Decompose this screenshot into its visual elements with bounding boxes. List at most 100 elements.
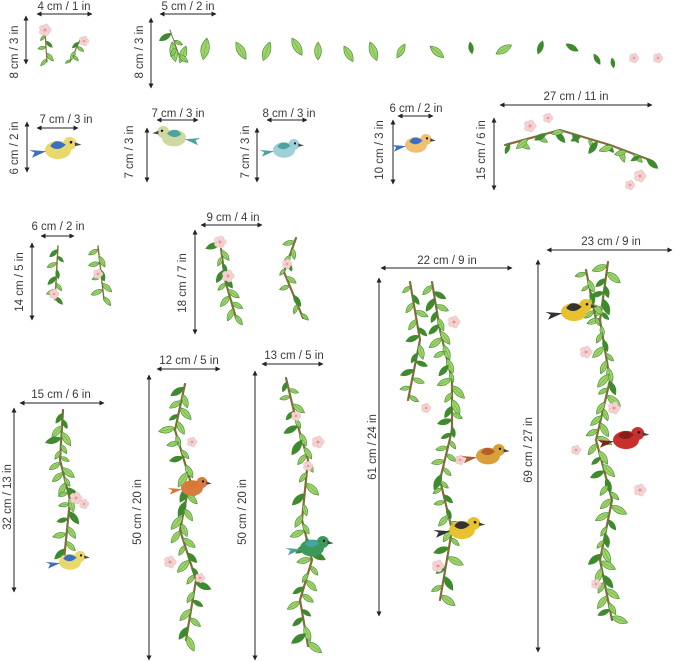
leaf	[599, 560, 616, 571]
leaf	[291, 403, 305, 414]
leaf	[235, 41, 247, 60]
blossom	[625, 179, 636, 191]
leaf	[610, 615, 629, 624]
blossom	[580, 345, 593, 359]
blossom	[543, 112, 554, 124]
leaf	[596, 401, 606, 415]
leaf	[184, 464, 194, 479]
leaf	[40, 34, 46, 41]
leaf	[297, 453, 307, 465]
leaf	[57, 255, 64, 263]
leaf	[65, 540, 76, 552]
dim-label-vine13-width: 13 cm / 5 in	[264, 350, 324, 362]
blossom	[571, 444, 582, 456]
blossom	[282, 258, 293, 270]
leaf	[435, 445, 449, 452]
leaf	[468, 41, 474, 55]
dim-label-twin-sprig-height: 14 cm / 5 in	[14, 252, 26, 312]
leaf	[303, 446, 312, 460]
leaf	[303, 625, 312, 642]
blossom	[629, 52, 640, 64]
leaf	[170, 47, 177, 57]
leaf	[180, 449, 190, 460]
leaf	[504, 143, 511, 155]
leaf	[292, 617, 304, 627]
leaf	[179, 608, 192, 621]
blossom	[448, 315, 461, 329]
leaf	[581, 285, 590, 292]
leaf	[283, 425, 299, 434]
leaf	[609, 491, 620, 501]
leaf	[52, 532, 68, 539]
blossom	[608, 401, 621, 415]
leaf	[451, 385, 465, 399]
leaf	[301, 593, 314, 603]
leaf	[177, 471, 188, 488]
leaf	[182, 537, 196, 548]
blossom	[79, 35, 90, 47]
leaf	[343, 45, 354, 63]
leaf	[603, 284, 610, 299]
leaf	[177, 500, 187, 518]
birds	[29, 126, 650, 570]
leaf	[48, 462, 62, 470]
leaf	[432, 487, 443, 494]
leaf	[299, 432, 307, 447]
leaf	[234, 314, 243, 326]
leaf	[400, 369, 415, 377]
leaf	[574, 271, 588, 278]
dim-label-vine13-height: 50 cm / 20 in	[237, 479, 249, 545]
dim-label-vine22-width: 22 cm / 9 in	[417, 255, 477, 267]
leaf	[217, 282, 227, 291]
leaf	[411, 294, 420, 305]
blossom	[591, 578, 602, 590]
leaf	[411, 377, 425, 384]
leaf	[451, 412, 463, 419]
leaf	[173, 40, 183, 46]
leaf	[71, 41, 80, 49]
leaf	[301, 572, 309, 583]
leaf	[438, 514, 449, 527]
leaf	[603, 532, 610, 549]
blossom	[70, 491, 83, 505]
dimension-lines	[11, 11, 673, 661]
leaf	[60, 443, 68, 455]
leaf	[220, 249, 230, 261]
leaf	[442, 467, 452, 477]
leaf	[305, 579, 317, 592]
dim-label-hummingbird1-height: 7 cm / 3 in	[124, 125, 136, 179]
cardinal-bird	[597, 427, 650, 450]
leaf	[449, 439, 456, 450]
leaf	[368, 41, 379, 62]
leaf	[90, 289, 104, 296]
leaf	[59, 456, 70, 462]
leaf	[587, 278, 595, 293]
leaf	[51, 425, 63, 438]
bluetit-bird	[29, 137, 82, 160]
leaf	[442, 344, 451, 361]
leaf	[64, 477, 71, 487]
leaf	[602, 339, 609, 352]
leaf	[594, 316, 600, 327]
leaf	[302, 503, 308, 517]
leaf	[598, 145, 614, 153]
blossom	[653, 52, 664, 64]
leaf	[54, 548, 66, 560]
leaf	[599, 422, 609, 438]
leaf	[646, 158, 659, 169]
leaf	[54, 450, 61, 460]
leaf	[279, 284, 291, 291]
leaf	[599, 359, 608, 375]
leaf	[68, 510, 80, 525]
leaf	[175, 434, 182, 448]
leaf	[592, 346, 605, 358]
leaf	[444, 392, 453, 403]
blossom	[455, 454, 466, 466]
leaf	[52, 472, 64, 482]
leaf	[220, 295, 230, 307]
leaf	[289, 529, 306, 538]
leaf	[230, 301, 244, 309]
leaf	[570, 135, 582, 142]
leaf	[296, 557, 313, 564]
leaf	[306, 641, 323, 653]
